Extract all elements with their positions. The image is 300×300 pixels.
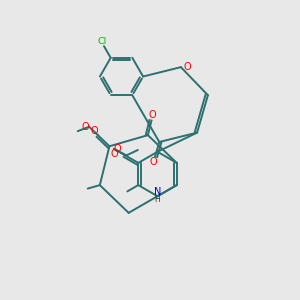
Text: O: O: [150, 157, 158, 166]
Text: O: O: [149, 110, 157, 120]
Text: O: O: [114, 144, 122, 154]
Text: O: O: [184, 62, 191, 72]
Text: Cl: Cl: [98, 37, 107, 46]
Text: O: O: [110, 149, 118, 159]
Text: O: O: [91, 126, 98, 136]
Text: H: H: [154, 195, 160, 204]
Text: N: N: [154, 187, 161, 197]
Text: O: O: [82, 122, 89, 132]
